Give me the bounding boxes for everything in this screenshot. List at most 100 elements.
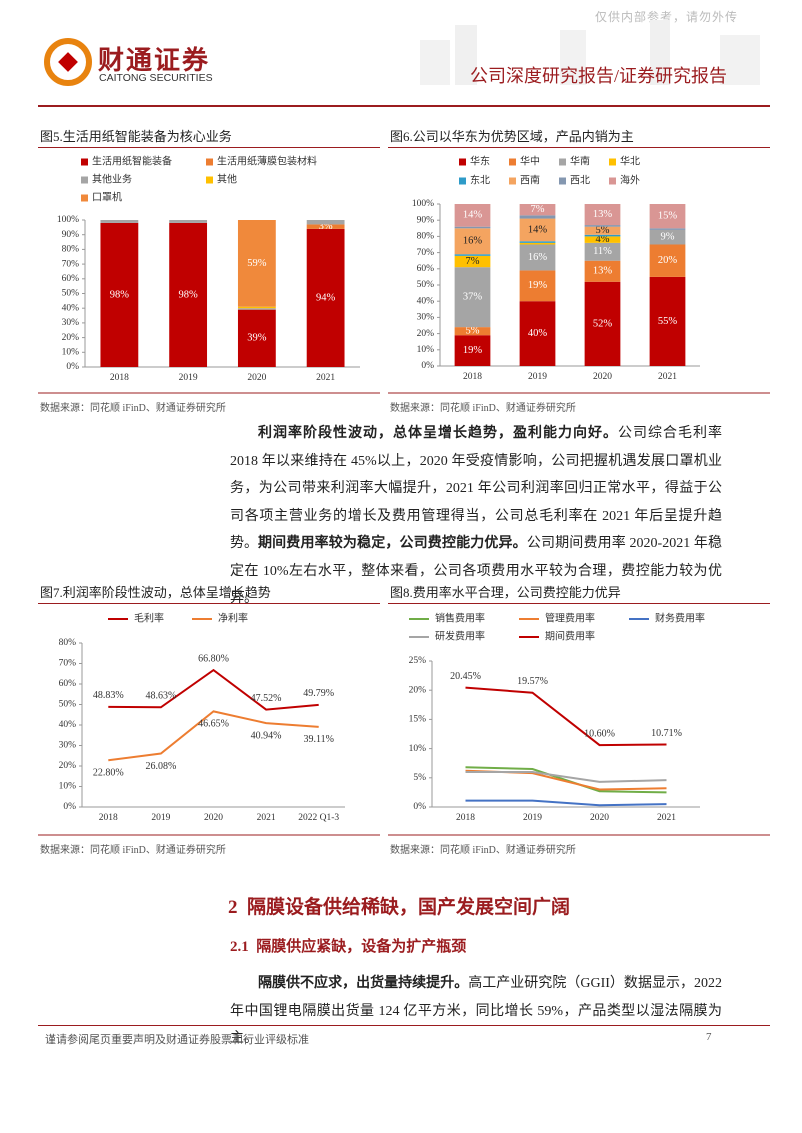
data-label: 26.08% <box>145 761 176 772</box>
x-tick-label: 2021 <box>316 373 335 383</box>
y-tick-label: 30% <box>59 741 77 751</box>
footer-rule <box>38 1025 770 1026</box>
bar-segment <box>519 301 556 366</box>
bar-segment <box>306 228 345 367</box>
bar-segment <box>100 220 139 223</box>
subsection-number: 2.1 <box>230 939 249 955</box>
paragraph: 期间费用率较为稳定，公司费控能力优异。公司期间费用率 2020-2021 年稳定… <box>230 530 722 613</box>
paragraph-lead: 利润率阶段性波动，总体呈增长趋势，盈利能力向好。 <box>258 426 618 441</box>
legend-label: 研发费用率 <box>435 629 485 642</box>
data-label: 5% <box>596 225 610 236</box>
bar-segment <box>584 204 621 226</box>
data-label: 40.94% <box>251 730 282 741</box>
y-tick-label: 10% <box>59 782 77 792</box>
paragraph-lead: 隔膜供不应求，出货量持续提升。 <box>258 976 469 991</box>
header-art <box>38 20 770 107</box>
bar-segment <box>454 226 491 229</box>
legend-swatch <box>81 158 88 166</box>
y-tick-label: 10% <box>62 347 80 357</box>
data-label: 14% <box>463 210 483 221</box>
data-label: 4% <box>596 234 610 245</box>
legend-label: 华中 <box>520 154 540 167</box>
paragraph: 隔膜供不应求，出货量持续提升。高工产业研究院（GGII）数据显示，2022 年中… <box>230 970 722 1053</box>
y-tick-label: 90% <box>417 215 435 225</box>
data-label: 14% <box>528 224 548 235</box>
y-tick-label: 50% <box>417 280 435 290</box>
legend-swatch <box>609 177 616 185</box>
watermark: 仅供内部参考，请勿外传 <box>595 10 739 24</box>
legend-label: 华南 <box>570 154 590 167</box>
bar-segment <box>584 226 621 235</box>
legend-label: 生活用纸薄膜包装材料 <box>217 154 317 167</box>
legend-label: 华东 <box>470 154 490 167</box>
data-label: 15% <box>658 211 678 222</box>
legend-label: 其他 <box>217 172 237 185</box>
data-label: 9% <box>661 232 675 243</box>
bar-segment <box>237 309 276 367</box>
data-label: 98% <box>179 289 199 300</box>
footer-disclaimer: 谨请参阅尾页重要声明及财通证券股票和行业评级标准 <box>45 1034 309 1046</box>
legend-label: 毛利率 <box>134 611 164 624</box>
bar-segment <box>519 270 556 302</box>
data-label: 13% <box>593 266 613 277</box>
logo-en: CAITONG SECURITIES <box>99 72 213 84</box>
bar-segment <box>454 254 491 256</box>
legend-label: 西北 <box>570 174 590 186</box>
legend-label: 净利率 <box>218 611 248 624</box>
data-label: 19% <box>463 345 483 356</box>
paragraph-text: 高工产业研究院（GGII）数据显示，2022 年中国锂电隔膜出货量 124 亿平… <box>230 976 723 1046</box>
y-tick-label: 0% <box>413 802 426 812</box>
x-tick-label: 2020 <box>593 372 612 382</box>
data-label: 16% <box>528 252 548 263</box>
line-series <box>108 710 319 762</box>
bar-segment <box>584 260 621 282</box>
legend-label: 海外 <box>620 173 640 186</box>
paragraph-text: 公司综合毛利率 2018 年以来维持在 45%以上，2020 年受疫情影响，公司… <box>230 426 722 551</box>
section-heading: 2 隔膜设备供给稀缺，国产发展空间广阔 <box>228 892 570 919</box>
x-tick-label: 2020 <box>247 373 266 383</box>
y-tick-label: 70% <box>417 248 435 258</box>
figure-title: 图7.利润率阶段性波动，总体呈增长趋势 <box>38 582 380 604</box>
bar-segment <box>519 215 556 219</box>
y-tick-label: 20% <box>59 761 77 771</box>
y-tick-label: 20% <box>409 685 427 695</box>
data-label: 37% <box>463 292 483 303</box>
bar-segment <box>584 242 621 261</box>
bar-segment <box>100 222 139 367</box>
bar-segment <box>454 267 491 328</box>
bar-segment <box>454 327 491 336</box>
paragraph-text: 公司期间费用率 2020-2021 年稳定在 10%左右水平，整体来看，公司各项… <box>230 536 722 606</box>
y-tick-label: 40% <box>59 720 77 730</box>
bar-segment <box>306 224 345 229</box>
bar-segment <box>454 335 491 366</box>
legend-swatch <box>459 158 466 166</box>
x-tick-label: 2018 <box>463 372 482 382</box>
section-number: 2 <box>228 897 238 918</box>
y-tick-label: 30% <box>62 318 80 328</box>
data-label: 3% <box>319 221 333 232</box>
y-tick-label: 50% <box>59 700 77 710</box>
figure-title: 图5.生活用纸智能装备为核心业务 <box>38 126 380 148</box>
legend-swatch <box>509 158 516 166</box>
data-label: 7% <box>531 204 545 215</box>
line-series <box>108 668 319 711</box>
figure-title: 图6.公司以华东为优势区域，产品内销为主 <box>388 126 770 148</box>
legend-label: 管理费用率 <box>545 611 595 624</box>
data-label: 66.80% <box>198 653 229 664</box>
y-tick-label: 100% <box>57 215 79 225</box>
y-tick-label: 60% <box>62 274 80 284</box>
bar-segment <box>169 220 208 223</box>
line-series <box>465 766 667 794</box>
data-label: 16% <box>463 236 483 247</box>
x-tick-label: 2020 <box>590 813 609 823</box>
data-label: 59% <box>247 258 267 269</box>
bar-segment <box>649 204 686 229</box>
bar-segment <box>454 204 491 227</box>
y-tick-label: 10% <box>409 744 427 754</box>
legend-swatch <box>206 176 213 184</box>
subsection-title: 隔膜供应紧缺，设备为扩产瓶颈 <box>256 939 467 955</box>
bar-segment <box>649 229 686 245</box>
x-tick-label: 2019 <box>179 373 198 383</box>
bar-segment <box>519 204 556 216</box>
bar-segment <box>454 255 491 268</box>
